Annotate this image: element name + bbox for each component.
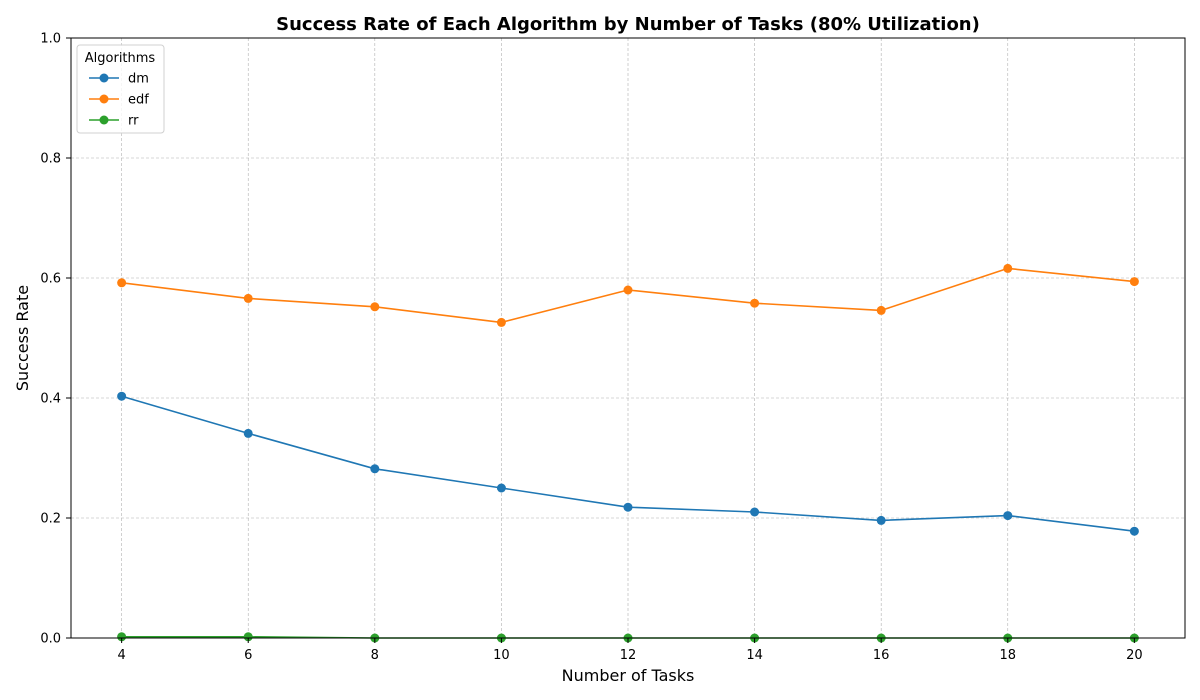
legend-items: dm edf rr [89,72,149,129]
x-tick-label: 8 [371,648,379,663]
data-point-dm [243,428,253,438]
x-tick-label: 10 [493,648,510,663]
y-tick-label: 0.0 [40,632,61,647]
data-point-edf [876,305,886,315]
x-tick-label: 16 [873,648,890,663]
y-axis-label: Success Rate [13,285,32,391]
y-tick-label: 0.6 [40,272,61,287]
legend-label: dm [128,72,149,87]
legend-label: rr [128,114,139,129]
data-point-dm [1129,526,1139,536]
data-point-dm [117,391,127,401]
ticks: 4 6 8 10 12 14 16 18 20 0.0 0.2 0.4 0.6 0.8 1.0 [40,32,1142,664]
data-point-dm [496,483,506,493]
data-point-edf [117,278,127,288]
x-tick-label: 18 [999,648,1016,663]
data-point-edf [243,293,253,303]
x-tick-label: 6 [244,648,252,663]
data-point-rr [117,632,127,642]
legend-marker [99,73,109,83]
legend-box [76,44,165,134]
legend-title: Algorithms [85,51,156,66]
chart-title: Success Rate of Each Algorithm by Number… [276,14,980,35]
x-tick-label: 4 [117,648,125,663]
data-point-edf [1003,263,1013,273]
x-tick-label: 14 [746,648,763,663]
legend-item-edf: edf [89,93,149,108]
data-point-edf [623,285,633,295]
legend-marker [99,94,109,104]
y-tick-label: 1.0 [40,32,61,47]
series-edf [117,263,1139,327]
legend: Algorithms dm edf rr [76,44,165,134]
legend-item-dm: dm [89,72,149,87]
data-point-dm [370,464,380,474]
x-tick-label: 12 [620,648,637,663]
legend-item-rr: rr [89,114,139,129]
y-tick-label: 0.2 [40,512,61,527]
legend-marker [99,115,109,125]
data-point-dm [876,515,886,525]
data-point-edf [370,302,380,312]
series-dm [117,391,1139,536]
x-axis-label: Number of Tasks [562,666,695,685]
data-point-edf [496,317,506,327]
y-tick-label: 0.4 [40,392,61,407]
data-point-edf [1129,277,1139,287]
legend-label: edf [128,93,149,108]
data-point-dm [1003,511,1013,521]
data-point-rr [243,632,253,642]
x-tick-label: 20 [1126,648,1143,663]
data-point-dm [623,502,633,512]
y-tick-label: 0.8 [40,152,61,167]
data-point-edf [750,298,760,308]
data-point-dm [750,507,760,517]
